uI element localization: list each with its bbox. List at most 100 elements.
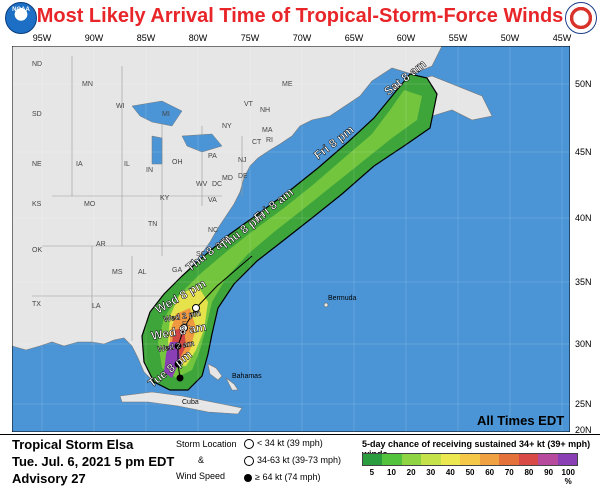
scale-label: 20 xyxy=(406,468,416,477)
scale-label: 80 xyxy=(524,468,534,477)
storm-symbols xyxy=(174,304,200,382)
scale-swatch xyxy=(557,454,577,465)
state-label: IA xyxy=(76,161,83,168)
longitude-label: 90W xyxy=(84,33,104,43)
longitude-label: 55W xyxy=(448,33,468,43)
state-label: OK xyxy=(32,247,42,254)
nws-logo xyxy=(565,2,597,34)
scale-label: 40 xyxy=(445,468,455,477)
state-label: ND xyxy=(32,61,42,68)
latitude-label: 30N xyxy=(575,339,592,349)
state-label: MO xyxy=(84,201,96,208)
scale-swatch xyxy=(518,454,539,465)
scale-label: 60 xyxy=(485,468,495,477)
scale-swatch xyxy=(401,454,422,465)
time-zone-note: All Times EDT xyxy=(477,413,565,428)
longitude-label: 80W xyxy=(188,33,208,43)
state-label: MD xyxy=(222,175,233,182)
state-label: NE xyxy=(32,161,42,168)
latitude-label: 20N xyxy=(575,425,592,435)
state-label: SC xyxy=(196,251,206,258)
scale-swatch xyxy=(440,454,461,465)
state-borders xyxy=(32,56,243,346)
symbol-hurricane: ≥ 64 kt (74 mph) xyxy=(244,472,320,482)
state-label: KS xyxy=(32,201,42,208)
scale-label: 30 xyxy=(426,468,436,477)
state-label: AL xyxy=(138,269,147,276)
latitude-label: 50N xyxy=(575,79,592,89)
scale-swatch xyxy=(382,454,402,465)
scale-swatch xyxy=(499,454,519,465)
state-label: OH xyxy=(172,159,183,166)
legend-panel: Tropical Storm Elsa Tue. Jul. 6, 2021 5 … xyxy=(0,434,600,493)
longitude-label: 70W xyxy=(292,33,312,43)
probability-scale-labels: 5 10 20 30 40 50 60 70 80 90 100 % xyxy=(362,468,578,486)
scale-label: 10 xyxy=(387,468,396,477)
state-label: MS xyxy=(112,269,123,276)
state-label: NH xyxy=(260,107,270,114)
state-label: NY xyxy=(222,123,232,130)
state-label: NC xyxy=(208,227,218,234)
state-label: DC xyxy=(212,181,222,188)
forecast-map: Tue 8 pm Wed 2 am Wed 8 am Wed 2 pm Wed … xyxy=(12,46,570,432)
state-label: WV xyxy=(196,181,208,188)
issue-time: Tue. Jul. 6, 2021 5 pm EDT xyxy=(12,454,175,469)
state-label: RI xyxy=(266,137,273,144)
latitude-label: 40N xyxy=(575,213,592,223)
great-lakes xyxy=(131,100,223,165)
scale-swatch xyxy=(460,454,480,465)
scale-label: 5 xyxy=(369,468,375,477)
scale-swatch xyxy=(538,454,558,465)
longitude-label: 85W xyxy=(136,33,156,43)
state-label: MN xyxy=(82,81,93,88)
land-bahamas xyxy=(207,363,239,391)
state-label: DE xyxy=(238,173,248,180)
state-label: MI xyxy=(162,111,170,118)
place-bahamas: Bahamas xyxy=(232,373,262,380)
land-cuba xyxy=(119,391,243,415)
state-label: WI xyxy=(116,103,125,110)
state-label: MA xyxy=(262,127,273,134)
symbol-tropical-storm: 34-63 kt (39-73 mph) xyxy=(244,455,341,466)
state-label: PA xyxy=(208,153,217,160)
bermuda-dot xyxy=(323,302,329,308)
probability-color-scale xyxy=(362,453,578,466)
noaa-logo: NOAA xyxy=(5,2,37,34)
state-label: GA xyxy=(172,267,182,274)
scale-label: 50 xyxy=(465,468,475,477)
swath-inner-light xyxy=(158,90,422,378)
place-cuba: Cuba xyxy=(182,399,199,406)
state-label: SD xyxy=(32,111,42,118)
state-label: TN xyxy=(148,221,157,228)
scale-label: 70 xyxy=(504,468,514,477)
longitude-label: 45W xyxy=(552,33,572,43)
state-label: VT xyxy=(244,101,254,108)
state-label: AR xyxy=(96,241,106,248)
map-title: Most Likely Arrival Time of Tropical-Sto… xyxy=(36,5,564,27)
latitude-label: 35N xyxy=(575,277,592,287)
advisory-number: Advisory 27 xyxy=(12,471,86,486)
state-label: IN xyxy=(146,167,153,174)
longitude-label: 75W xyxy=(240,33,260,43)
storm-name: Tropical Storm Elsa xyxy=(12,437,134,452)
scale-label: 100 % xyxy=(561,468,575,486)
state-label: LA xyxy=(92,303,101,310)
scale-swatch xyxy=(479,454,500,465)
state-label: VA xyxy=(208,197,217,204)
state-label: ME xyxy=(282,81,293,88)
place-bermuda: Bermuda xyxy=(328,295,357,302)
state-label: FL xyxy=(182,321,190,328)
longitude-label: 60W xyxy=(396,33,416,43)
wind-speed-label: Wind Speed xyxy=(176,471,226,481)
latitude-label: 25N xyxy=(575,399,592,409)
longitude-label: 50W xyxy=(500,33,520,43)
state-label: KY xyxy=(160,195,170,202)
state-label: NJ xyxy=(238,157,247,164)
longitude-label: 95W xyxy=(32,33,52,43)
state-label: IL xyxy=(124,161,130,168)
latitude-label: 45N xyxy=(575,147,592,157)
longitude-label: 65W xyxy=(344,33,364,43)
swath-highest-purple xyxy=(164,342,180,378)
scale-label: 90 xyxy=(544,468,554,477)
